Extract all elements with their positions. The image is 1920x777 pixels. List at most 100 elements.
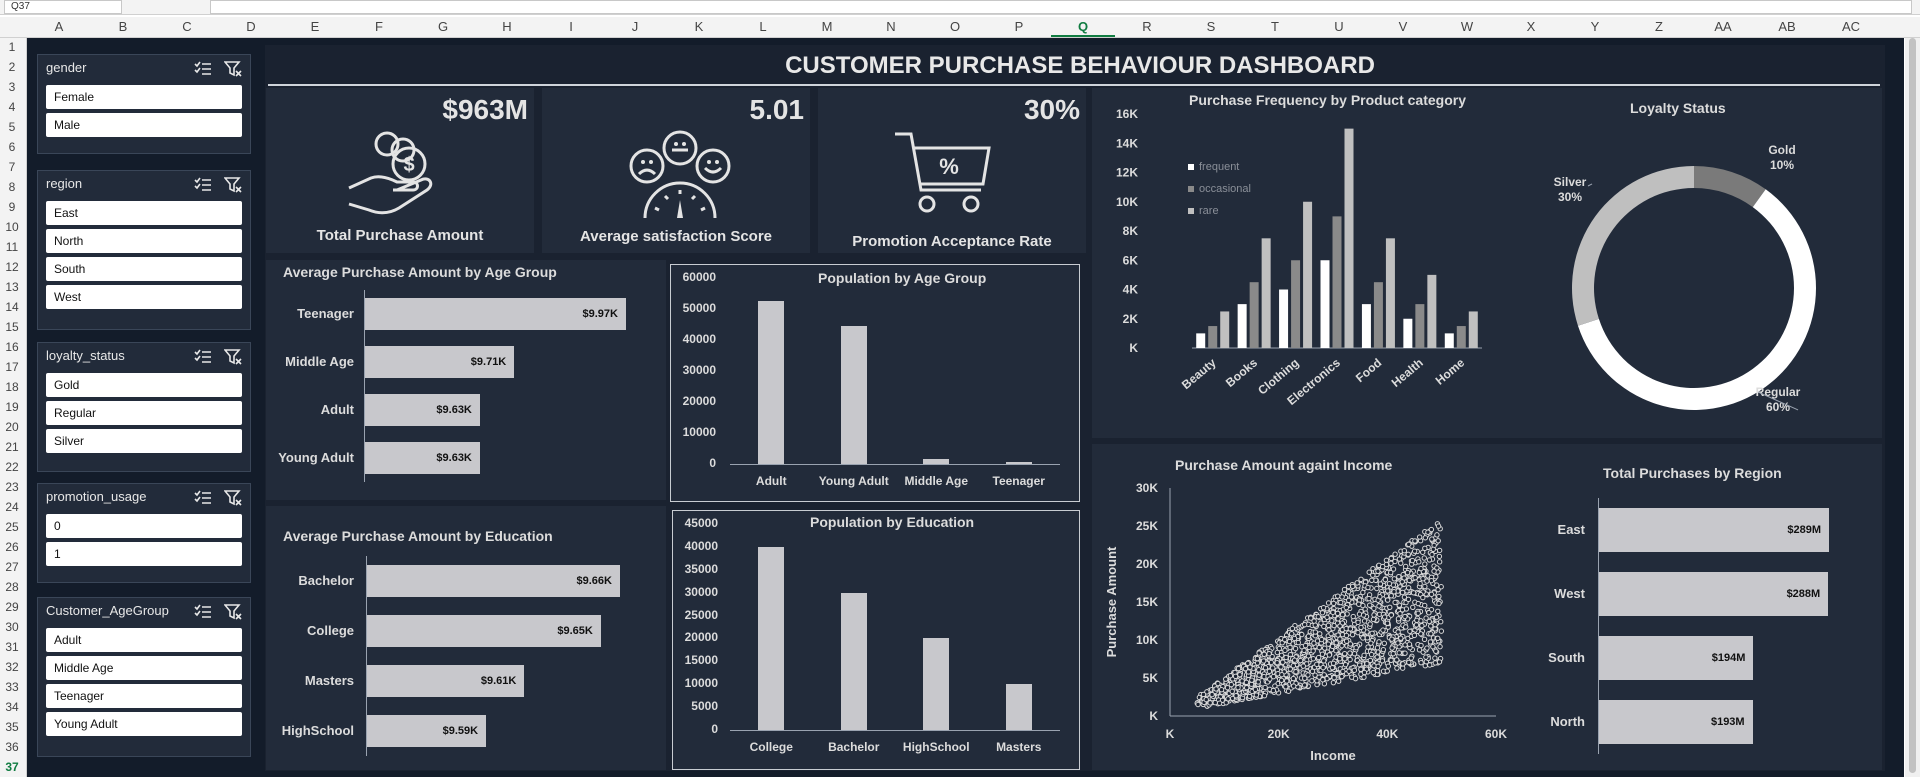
column-header[interactable]: AA — [1714, 19, 1732, 34]
row-header[interactable]: 27 — [5, 560, 19, 574]
column-header[interactable]: S — [1206, 19, 1216, 34]
row-header[interactable]: 12 — [5, 260, 19, 274]
category-label: Adult — [320, 402, 354, 417]
row-header[interactable]: 29 — [5, 600, 19, 614]
slicer-item[interactable]: Male — [46, 113, 242, 137]
row-header[interactable]: 24 — [5, 500, 19, 514]
column-header[interactable]: O — [949, 19, 961, 34]
slicer-item[interactable]: West — [46, 285, 242, 309]
clear-filter-icon[interactable] — [223, 348, 242, 365]
slicer-item[interactable]: Young Adult — [46, 712, 242, 736]
row-header[interactable]: 31 — [5, 640, 19, 654]
scatter-point — [1411, 632, 1418, 639]
slicer-item[interactable]: Regular — [46, 401, 242, 425]
column-header[interactable]: W — [1460, 19, 1474, 34]
clear-filter-icon[interactable] — [223, 489, 242, 506]
scrollbar-thumb[interactable] — [1909, 38, 1916, 773]
row-header[interactable]: 17 — [5, 360, 19, 374]
row-header[interactable]: 25 — [5, 520, 19, 534]
row-header[interactable]: 15 — [5, 320, 19, 334]
row-header[interactable]: 28 — [5, 580, 19, 594]
column-header[interactable]: M — [821, 19, 833, 34]
slicer-item[interactable]: 1 — [46, 542, 242, 566]
row-header[interactable]: 18 — [5, 380, 19, 394]
column-header[interactable]: H — [502, 19, 512, 34]
row-header[interactable]: 21 — [5, 440, 19, 454]
row-header[interactable]: 20 — [5, 420, 19, 434]
slicer-item[interactable]: Teenager — [46, 684, 242, 708]
slicer-item[interactable]: Gold — [46, 373, 242, 397]
row-header[interactable]: 36 — [5, 740, 19, 754]
column-header[interactable]: E — [310, 19, 320, 34]
column-header[interactable]: D — [246, 19, 256, 34]
column-header[interactable]: K — [694, 19, 704, 34]
row-header[interactable]: 5 — [8, 120, 16, 134]
slicer-item[interactable]: East — [46, 201, 242, 225]
column-header[interactable]: I — [569, 19, 573, 34]
column-header[interactable]: B — [118, 19, 128, 34]
slicer-item[interactable]: North — [46, 229, 242, 253]
column-header[interactable]: Z — [1655, 19, 1663, 34]
slicer-item[interactable]: Middle Age — [46, 656, 242, 680]
row-header[interactable]: 10 — [5, 220, 19, 234]
column-header[interactable]: AB — [1778, 19, 1796, 34]
row-header[interactable]: 33 — [5, 680, 19, 694]
slicer-item[interactable]: Adult — [46, 628, 242, 652]
column-header[interactable]: A — [54, 19, 64, 34]
column-header[interactable]: Y — [1590, 19, 1600, 34]
column-header[interactable]: U — [1334, 19, 1344, 34]
row-header[interactable]: 37 — [5, 760, 19, 774]
column-header[interactable]: G — [437, 19, 449, 34]
row-header[interactable]: 35 — [5, 720, 19, 734]
column-header[interactable]: V — [1398, 19, 1408, 34]
row-header[interactable]: 7 — [8, 160, 16, 174]
clear-filter-icon[interactable] — [223, 60, 242, 77]
column-header[interactable]: F — [375, 19, 383, 34]
name-box[interactable]: Q37 — [4, 0, 122, 14]
row-header[interactable]: 3 — [8, 80, 16, 94]
column-header[interactable]: L — [759, 19, 767, 34]
row-header[interactable]: 16 — [5, 340, 19, 354]
column-header[interactable]: R — [1142, 19, 1152, 34]
row-header[interactable]: 8 — [8, 180, 16, 194]
column-header[interactable]: Q — [1051, 17, 1115, 37]
row-header[interactable]: 6 — [8, 140, 16, 154]
row-header[interactable]: 23 — [5, 480, 19, 494]
slicer-item[interactable]: 0 — [46, 514, 242, 538]
clear-filter-icon[interactable] — [223, 176, 242, 193]
column-header[interactable]: C — [182, 19, 192, 34]
row-header[interactable]: 1 — [8, 40, 16, 54]
row-header[interactable]: 11 — [5, 240, 19, 254]
column-header[interactable]: X — [1526, 19, 1536, 34]
multi-select-icon[interactable] — [194, 603, 212, 619]
row-header[interactable]: 4 — [8, 100, 16, 114]
slicer-item[interactable]: Female — [46, 85, 242, 109]
multi-select-icon[interactable] — [194, 60, 212, 76]
formula-input[interactable] — [210, 0, 1912, 14]
column-header[interactable]: J — [631, 19, 639, 34]
row-header[interactable]: 9 — [8, 200, 16, 214]
scatter-point — [1321, 672, 1327, 678]
multi-select-icon[interactable] — [194, 489, 212, 505]
vertical-scrollbar[interactable] — [1905, 38, 1920, 777]
column-header[interactable]: N — [886, 19, 896, 34]
multi-select-icon[interactable] — [194, 348, 212, 364]
row-header[interactable]: 32 — [5, 660, 19, 674]
row-header[interactable]: 26 — [5, 540, 19, 554]
row-header[interactable]: 13 — [5, 280, 19, 294]
row-header[interactable]: 22 — [5, 460, 19, 474]
column-header[interactable]: T — [1271, 19, 1279, 34]
column-header[interactable]: P — [1014, 19, 1024, 34]
slicer-item[interactable]: South — [46, 257, 242, 281]
row-header[interactable]: 34 — [5, 700, 19, 714]
scatter-svg: 30K 25K 20K 15K 10K 5K KK 20K 40K 60K Income Purcha… — [1104, 481, 1507, 763]
slicer-item[interactable]: Silver — [46, 429, 242, 453]
clear-filter-icon[interactable] — [223, 603, 242, 620]
scatter-point — [1379, 658, 1386, 664]
row-header[interactable]: 30 — [5, 620, 19, 634]
row-header[interactable]: 19 — [5, 400, 19, 414]
row-header[interactable]: 2 — [8, 60, 16, 74]
row-header[interactable]: 14 — [5, 300, 19, 314]
multi-select-icon[interactable] — [194, 176, 212, 192]
column-header[interactable]: AC — [1841, 19, 1861, 34]
